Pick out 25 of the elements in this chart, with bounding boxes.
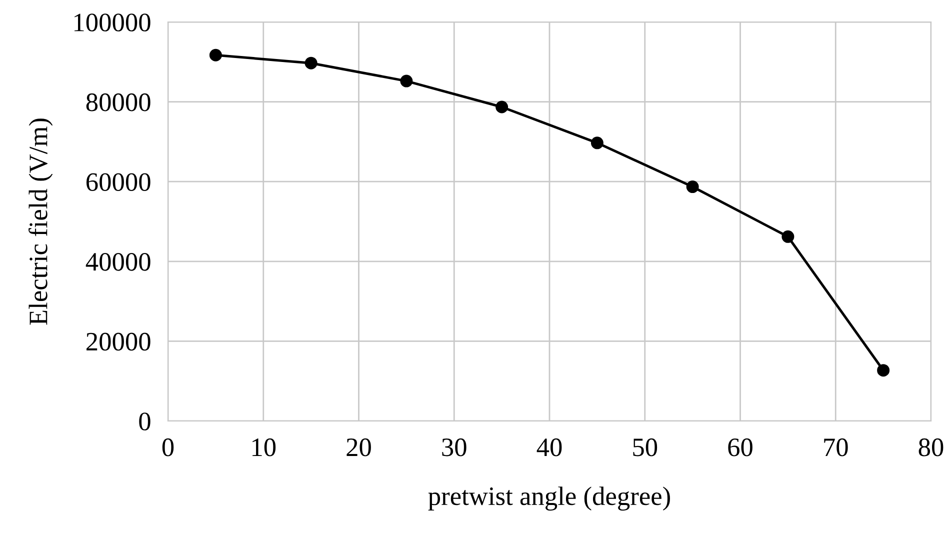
y-tick-label: 40000 [86, 253, 150, 271]
point [209, 48, 222, 62]
x-tick-label: 60 [728, 438, 752, 456]
y-tick-label: 100000 [74, 14, 150, 32]
x-tick-label: 70 [824, 438, 848, 456]
x-tick-label: 20 [346, 438, 371, 456]
y-tick-label: 80000 [86, 93, 150, 112]
point [782, 230, 794, 243]
point [496, 100, 508, 114]
x-tick-label: 0 [162, 438, 174, 456]
x-tick-label: 80 [918, 438, 944, 456]
x-tick-label: 30 [442, 438, 466, 456]
x-tick-label: 10 [252, 438, 276, 456]
x-tick-label: 40 [536, 438, 562, 456]
point [400, 74, 413, 88]
y-tick-label: 60000 [86, 173, 150, 192]
point [877, 364, 890, 377]
y-tick-label: 20000 [86, 332, 150, 351]
x-tick-label: 50 [633, 438, 658, 456]
point [304, 56, 318, 70]
point [686, 180, 699, 194]
y-axis-title: Electric field (V/m) [28, 118, 53, 325]
y-tick-label: 0 [139, 412, 150, 430]
point [590, 136, 604, 150]
x-axis-title: pretwist angle (degree) [428, 486, 670, 511]
